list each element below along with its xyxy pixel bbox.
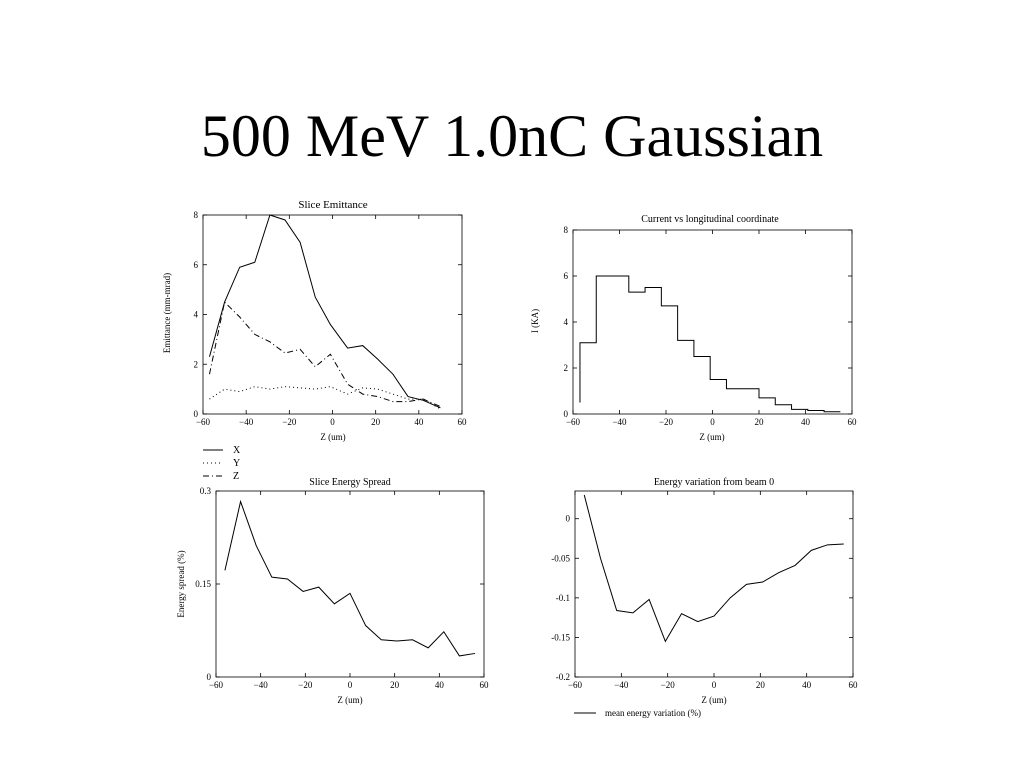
- emittance-series-x-line: [208, 214, 441, 409]
- legend-label-x: X: [233, 445, 241, 456]
- current-series-0-line: [579, 275, 841, 413]
- energy-variation-plot-frame: [574, 490, 854, 678]
- energy-variation-x-tick-label: 40: [802, 680, 812, 690]
- energy-variation-x-tick-label: −40: [614, 680, 629, 690]
- energy-spread-series-0-line: [224, 499, 476, 657]
- energy-variation-x-tick-label: −60: [568, 680, 583, 690]
- energy-variation-x-tick-label: −20: [661, 680, 676, 690]
- emittance-legend: X Y Z: [203, 445, 241, 482]
- energy-variation-x-tick-label: 60: [849, 680, 859, 690]
- current-x-tick-label: 0: [710, 417, 715, 427]
- current-y-tick-label: 0: [564, 409, 569, 419]
- current-x-tick-label: −40: [612, 417, 627, 427]
- current-x-tick-label: −60: [566, 417, 581, 427]
- legend-label-z: Z: [233, 471, 239, 482]
- energy-spread-x-tick-label: 20: [390, 680, 400, 690]
- energy-variation-y-tick-label: -0.1: [556, 593, 570, 603]
- energy-spread-y-tick-label: 0.15: [195, 579, 211, 589]
- energy-spread-plot-frame: [215, 490, 485, 678]
- legend-label-y: Y: [233, 458, 240, 469]
- energy-spread-x-tick-label: 40: [435, 680, 445, 690]
- current-x-tick-label: 20: [755, 417, 765, 427]
- emittance-y-tick-label: 0: [194, 409, 199, 419]
- energy-variation-y-tick-label: -0.15: [551, 632, 570, 642]
- energy-variation-x-tick-label: 0: [712, 680, 717, 690]
- current-y-tick-label: 4: [564, 317, 569, 327]
- energy-variation-chart-title: Energy variation from beam 0: [654, 477, 774, 488]
- emittance-series-y-line: [209, 386, 441, 410]
- emittance-y-axis-label: Emittance (mm-mrad): [162, 273, 172, 353]
- emittance-x-tick-label: −60: [196, 417, 211, 427]
- energy-variation-y-tick-label: -0.2: [556, 672, 570, 682]
- emittance-x-tick-label: −20: [282, 417, 297, 427]
- energy-spread-x-tick-label: −60: [209, 680, 224, 690]
- legend-label-mean-energy: mean energy variation (%): [605, 708, 701, 718]
- energy-spread-x-tick-label: −40: [254, 680, 269, 690]
- energy-spread-x-tick-label: 0: [348, 680, 353, 690]
- energy-spread-chart-title: Slice Energy Spread: [309, 477, 390, 488]
- energy-variation-y-tick-label: 0: [566, 514, 571, 524]
- energy-variation-panel: Energy variation from beam 0 Z (um) mean…: [551, 477, 858, 718]
- energy-spread-y-axis-label: Energy spread (%): [176, 550, 186, 617]
- energy-spread-x-tick-label: −20: [298, 680, 313, 690]
- energy-variation-series-mean-energy-variation-line: [583, 494, 844, 643]
- current-panel: Current vs longitudinal coordinate Z (um…: [530, 214, 857, 442]
- energy-spread-panel: Slice Energy Spread Z (um) Energy spread…: [176, 477, 489, 705]
- current-x-tick-label: −20: [659, 417, 674, 427]
- emittance-panel: Slice Emittance Z (um) Emittance (mm-mra…: [162, 199, 467, 482]
- emittance-y-tick-label: 2: [194, 359, 199, 369]
- slide-title: 500 MeV 1.0nC Gaussian: [200, 103, 824, 169]
- emittance-plot-frame: [202, 214, 463, 415]
- energy-spread-y-tick-label: 0: [207, 672, 212, 682]
- current-chart-title: Current vs longitudinal coordinate: [641, 214, 779, 225]
- legend-entry-z: Z: [203, 471, 239, 482]
- current-y-tick-label: 8: [564, 225, 569, 235]
- emittance-y-tick-label: 4: [194, 310, 199, 320]
- current-x-tick-label: 40: [801, 417, 811, 427]
- energy-spread-x-tick-label: 60: [480, 680, 490, 690]
- emittance-series-z-line: [208, 301, 441, 407]
- legend-entry-y: Y: [203, 458, 240, 469]
- current-y-tick-label: 2: [564, 363, 569, 373]
- current-x-tick-label: 60: [848, 417, 858, 427]
- current-y-axis-label: I (KA): [530, 309, 540, 333]
- energy-variation-y-tick-label: -0.05: [551, 553, 570, 563]
- current-x-axis-label: Z (um): [699, 432, 724, 442]
- energy-variation-x-axis-label: Z (um): [701, 695, 726, 705]
- emittance-x-tick-label: 60: [458, 417, 468, 427]
- emittance-x-tick-label: 0: [330, 417, 335, 427]
- emittance-x-axis-label: Z (um): [320, 432, 345, 442]
- emittance-y-tick-label: 8: [194, 210, 199, 220]
- energy-variation-legend: mean energy variation (%): [574, 708, 701, 718]
- legend-entry-x: X: [203, 445, 241, 456]
- emittance-x-tick-label: 20: [371, 417, 381, 427]
- emittance-y-tick-label: 6: [194, 260, 199, 270]
- current-y-tick-label: 6: [564, 271, 569, 281]
- emittance-x-tick-label: −40: [239, 417, 254, 427]
- emittance-x-tick-label: 40: [414, 417, 424, 427]
- emittance-chart-title: Slice Emittance: [298, 199, 367, 211]
- energy-spread-y-tick-label: 0.3: [200, 486, 212, 496]
- current-plot-frame: [572, 229, 853, 415]
- energy-variation-x-tick-label: 20: [756, 680, 766, 690]
- energy-spread-x-axis-label: Z (um): [337, 695, 362, 705]
